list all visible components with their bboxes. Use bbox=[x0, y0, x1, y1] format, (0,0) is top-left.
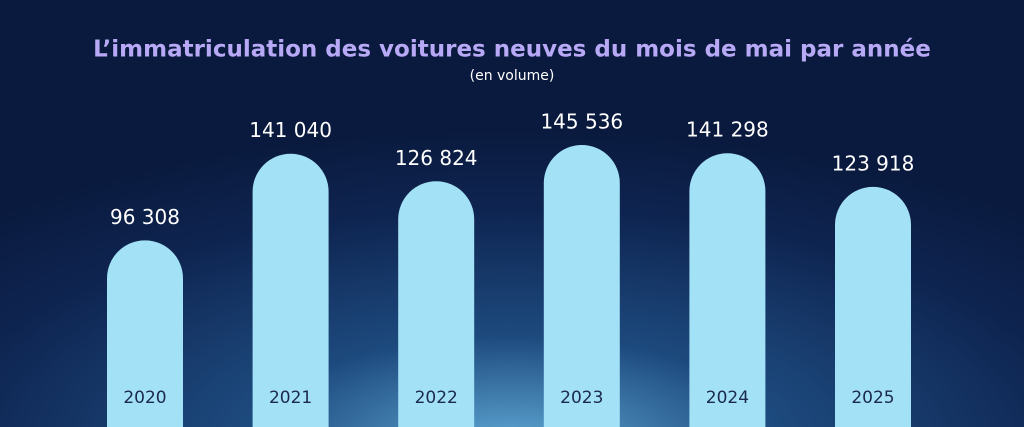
value-label: 123 918 bbox=[832, 151, 915, 175]
x-tick-label: 2021 bbox=[269, 388, 312, 408]
bar bbox=[835, 186, 911, 427]
value-label: 145 536 bbox=[540, 110, 623, 134]
chart-subtitle: (en volume) bbox=[470, 68, 555, 84]
bar bbox=[107, 240, 183, 427]
x-tick-label: 2024 bbox=[706, 388, 749, 408]
value-label: 126 824 bbox=[395, 146, 478, 170]
bar bbox=[398, 181, 475, 427]
value-label: 141 298 bbox=[686, 118, 769, 142]
x-tick-label: 2020 bbox=[123, 388, 166, 408]
chart-title: L’immatriculation des voitures neuves du… bbox=[93, 37, 931, 63]
x-tick-label: 2023 bbox=[560, 388, 603, 408]
bar bbox=[252, 153, 329, 427]
bar bbox=[689, 153, 766, 427]
x-tick-label: 2022 bbox=[415, 388, 458, 408]
x-tick-label: 2025 bbox=[851, 388, 894, 408]
value-label: 141 040 bbox=[249, 118, 332, 142]
bar bbox=[543, 145, 620, 427]
value-label: 96 308 bbox=[110, 205, 180, 229]
